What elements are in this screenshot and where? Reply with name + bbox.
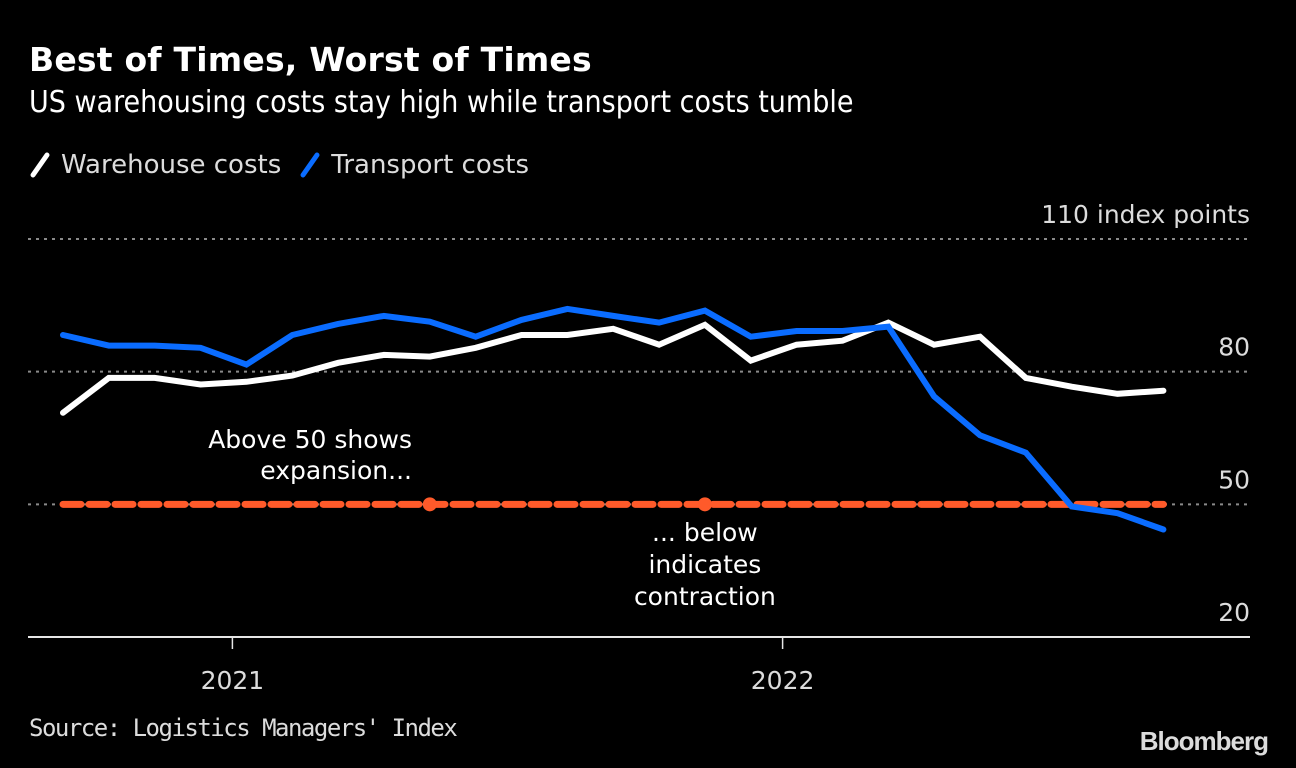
series-line-transport-costs: [60, 305, 1167, 533]
reference-marker: [697, 497, 712, 512]
bloomberg-logo: Bloomberg: [1139, 726, 1269, 756]
reference-line-50: [59, 497, 1167, 512]
legend-label-warehouse: Warehouse costs: [61, 150, 282, 180]
source-note: Source: Logistics Managers' Index: [29, 714, 458, 742]
legend: Warehouse costs Transport costs: [29, 150, 547, 180]
y-tick-label-110: 110 index points: [1041, 200, 1250, 229]
chart-title: Best of Times, Worst of Times: [29, 40, 592, 79]
legend-label-transport: Transport costs: [331, 150, 530, 180]
series-line-warehouse-costs: [60, 319, 1167, 416]
x-tick-label-2021: 2021: [201, 666, 265, 695]
legend-swatch-transport-icon: [300, 152, 320, 178]
annotation-expansion-line: Above 50 shows: [208, 425, 412, 454]
gridlines: [28, 238, 1250, 506]
x-axis: 2021 2022: [28, 636, 1250, 695]
legend-item-transport: Transport costs: [299, 150, 529, 180]
series-lines: [60, 305, 1167, 533]
annotation-contraction-line: ... below: [652, 518, 758, 547]
annotation-expansion-line: expansion...: [260, 456, 412, 485]
legend-swatch-warehouse-icon: [30, 152, 50, 178]
chart-subtitle: US warehousing costs stay high while tra…: [29, 85, 854, 120]
legend-item-warehouse: Warehouse costs: [29, 150, 281, 180]
reference-marker: [422, 497, 437, 512]
annotation-contraction-line: contraction: [634, 582, 776, 611]
y-tick-label-20: 20: [1218, 598, 1250, 627]
y-tick-label-50: 50: [1218, 465, 1250, 494]
annotation-contraction-line: indicates: [648, 550, 761, 579]
x-tick-label-2022: 2022: [751, 666, 815, 695]
y-axis-labels: 20 50 80 110 index points: [1041, 200, 1250, 627]
y-tick-label-80: 80: [1218, 333, 1250, 362]
